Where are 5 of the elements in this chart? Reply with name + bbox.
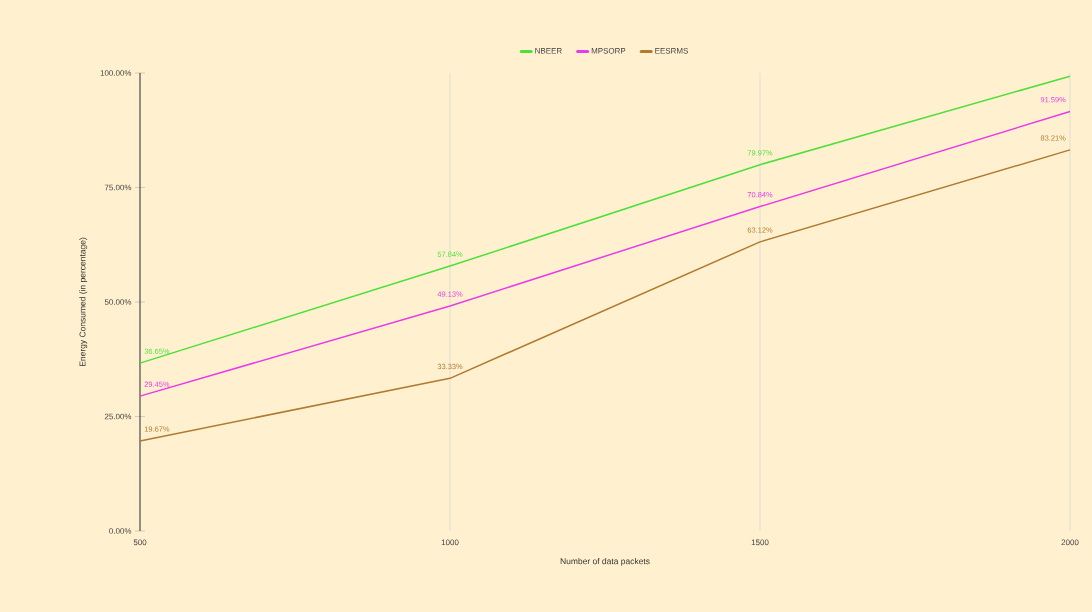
y-axis-title: Energy Consumed (in percentage) xyxy=(79,237,88,367)
line-series xyxy=(139,149,1071,442)
line-series xyxy=(139,75,1071,364)
line-series xyxy=(139,110,1071,397)
x-axis-title: Number of data packets xyxy=(560,557,650,566)
